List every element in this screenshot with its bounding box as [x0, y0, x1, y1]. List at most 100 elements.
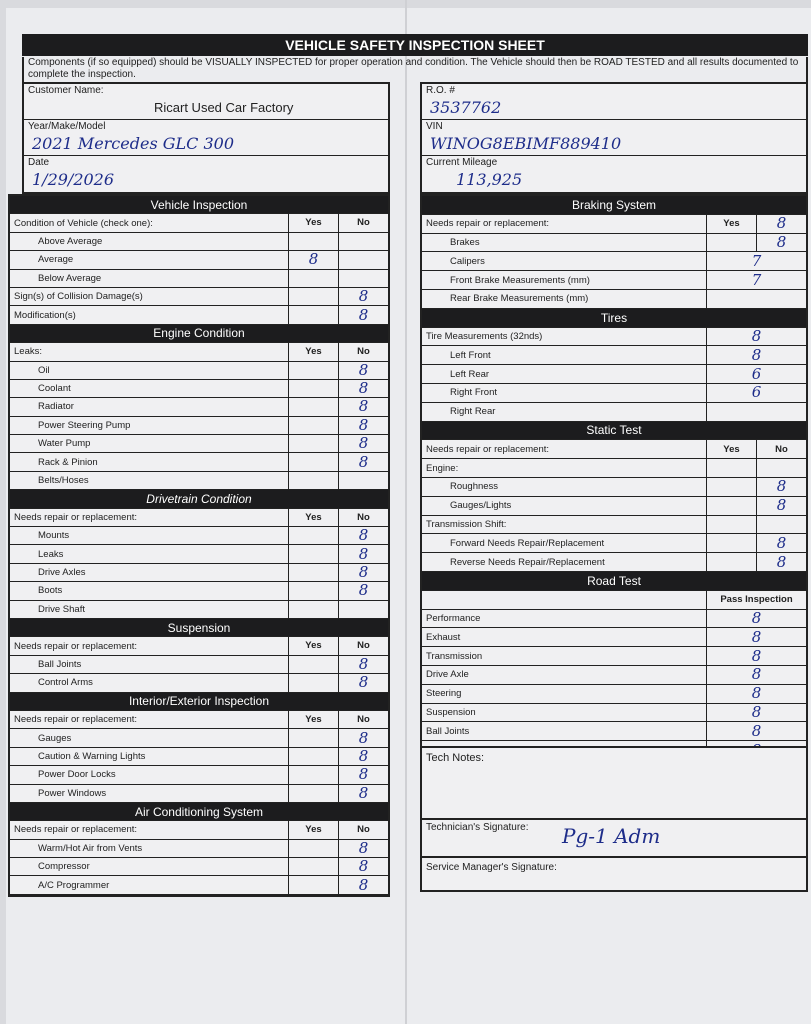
tech-notes-box[interactable]: Tech Notes:: [420, 746, 808, 820]
yes-checkbox[interactable]: 8: [288, 251, 338, 269]
yes-checkbox[interactable]: [706, 233, 756, 252]
yes-checkbox[interactable]: [288, 784, 338, 802]
no-checkbox[interactable]: 8: [338, 858, 388, 876]
yes-checkbox[interactable]: [288, 858, 338, 876]
row-label: Left Rear: [450, 368, 490, 380]
no-checkbox[interactable]: 8: [338, 306, 388, 324]
value-cell[interactable]: 8: [706, 665, 806, 684]
vehicle-info-right: R.O. # 3537762 VIN WINOG8EBIMF889410 Curre…: [420, 82, 808, 194]
yes-checkbox[interactable]: [288, 416, 338, 435]
ro-value: 3537762: [430, 98, 502, 117]
yes-checkbox[interactable]: [288, 655, 338, 674]
customer-name-field[interactable]: Customer Name: Ricart Used Car Factory: [24, 84, 388, 120]
value-cell[interactable]: 8: [706, 628, 806, 647]
yes-checkbox[interactable]: [288, 453, 338, 471]
mileage-field[interactable]: Current Mileage 113,925: [422, 156, 806, 192]
value-cell[interactable]: 8: [706, 609, 806, 628]
no-checkbox[interactable]: 8: [338, 582, 388, 600]
yes-checkbox[interactable]: [288, 876, 338, 894]
yes-checkbox[interactable]: [288, 582, 338, 600]
yes-checkbox[interactable]: [706, 459, 756, 477]
yes-checkbox[interactable]: [288, 527, 338, 545]
no-checkbox[interactable]: 8: [338, 655, 388, 674]
yes-checkbox[interactable]: [288, 306, 338, 324]
yes-checkbox[interactable]: [288, 563, 338, 582]
no-checkbox[interactable]: 8: [756, 496, 806, 515]
no-checkbox[interactable]: [338, 232, 388, 251]
no-checkbox[interactable]: 8: [338, 876, 388, 894]
ro-number-field[interactable]: R.O. # 3537762: [422, 84, 806, 120]
yes-checkbox[interactable]: [288, 545, 338, 563]
no-checkbox[interactable]: 8: [338, 361, 388, 379]
no-checkbox[interactable]: 8: [338, 416, 388, 435]
yes-checkbox[interactable]: [706, 477, 756, 496]
yes-checkbox[interactable]: [288, 729, 338, 747]
no-checkbox[interactable]: 8: [338, 435, 388, 453]
value-cell[interactable]: 8: [706, 684, 806, 703]
measurement-value[interactable]: 8: [706, 327, 806, 346]
no-checkbox[interactable]: [338, 269, 388, 287]
year-make-model-field[interactable]: Year/Make/Model 2021 Mercedes GLC 300: [24, 120, 388, 156]
yes-checkbox[interactable]: [288, 600, 338, 618]
yes-checkbox[interactable]: [288, 269, 338, 287]
no-checkbox[interactable]: 8: [338, 674, 388, 692]
no-checkbox[interactable]: [338, 600, 388, 618]
no-checkbox[interactable]: 8: [756, 553, 806, 571]
value-cell[interactable]: [706, 289, 806, 308]
no-checkbox[interactable]: 8: [338, 747, 388, 766]
yes-checkbox[interactable]: [706, 534, 756, 553]
row-label: Brakes: [450, 236, 480, 248]
value-cell[interactable]: 8: [706, 703, 806, 722]
inspection-row: Leaks 8: [10, 545, 388, 564]
no-checkbox[interactable]: 8: [338, 766, 388, 784]
yes-checkbox[interactable]: [288, 379, 338, 398]
value-cell[interactable]: [706, 402, 806, 421]
value-cell[interactable]: 7: [706, 271, 806, 289]
no-checkbox[interactable]: 8: [338, 839, 388, 858]
no-checkbox[interactable]: 8: [756, 233, 806, 252]
no-checkbox[interactable]: 8: [338, 527, 388, 545]
row-label: Gauges: [38, 732, 72, 744]
row-label: Forward Needs Repair/Replacement: [450, 537, 605, 549]
yes-checkbox[interactable]: [288, 747, 338, 766]
no-checkbox[interactable]: 8: [338, 287, 388, 306]
yes-checkbox[interactable]: [706, 496, 756, 515]
value-cell[interactable]: 6: [706, 383, 806, 402]
vin-field[interactable]: VIN WINOG8EBIMF889410: [422, 120, 806, 156]
no-checkbox[interactable]: [756, 459, 806, 477]
no-checkbox[interactable]: 8: [338, 379, 388, 398]
yes-checkbox[interactable]: [288, 766, 338, 784]
inspection-row: Calipers 7: [422, 252, 806, 272]
yes-checkbox[interactable]: [288, 398, 338, 416]
yes-checkbox[interactable]: [288, 471, 338, 490]
no-column-label: No: [338, 508, 388, 527]
no-checkbox[interactable]: [756, 515, 806, 534]
inspection-row: Left Front 8: [422, 346, 806, 366]
no-checkbox[interactable]: 8: [338, 398, 388, 416]
no-checkbox[interactable]: 8: [756, 477, 806, 496]
no-checkbox[interactable]: 8: [338, 453, 388, 471]
yes-checkbox[interactable]: [288, 287, 338, 306]
value-cell[interactable]: 8: [706, 722, 806, 741]
value-cell[interactable]: 8: [706, 647, 806, 665]
yes-checkbox[interactable]: [706, 553, 756, 571]
yes-checkbox[interactable]: [288, 674, 338, 692]
no-checkbox[interactable]: 8: [338, 545, 388, 563]
value-cell[interactable]: 7: [706, 252, 806, 271]
no-checkbox[interactable]: 8: [338, 729, 388, 747]
value-cell[interactable]: 8: [706, 346, 806, 365]
value-cell[interactable]: 6: [706, 365, 806, 383]
no-checkbox[interactable]: 8: [338, 784, 388, 802]
yes-checkbox[interactable]: [288, 435, 338, 453]
yes-checkbox[interactable]: [288, 839, 338, 858]
no-checkbox[interactable]: 8: [756, 534, 806, 553]
yes-checkbox[interactable]: [706, 515, 756, 534]
no-checkbox[interactable]: [338, 251, 388, 269]
manager-signature-field[interactable]: Service Manager's Signature:: [422, 858, 806, 892]
no-checkbox[interactable]: 8: [338, 563, 388, 582]
no-checkbox[interactable]: [338, 471, 388, 490]
technician-signature-field[interactable]: Technician's Signature: Pg-1 Adm: [422, 820, 806, 858]
yes-checkbox[interactable]: [288, 361, 338, 379]
yes-checkbox[interactable]: [288, 232, 338, 251]
date-field[interactable]: Date 1/29/2026: [24, 156, 388, 192]
